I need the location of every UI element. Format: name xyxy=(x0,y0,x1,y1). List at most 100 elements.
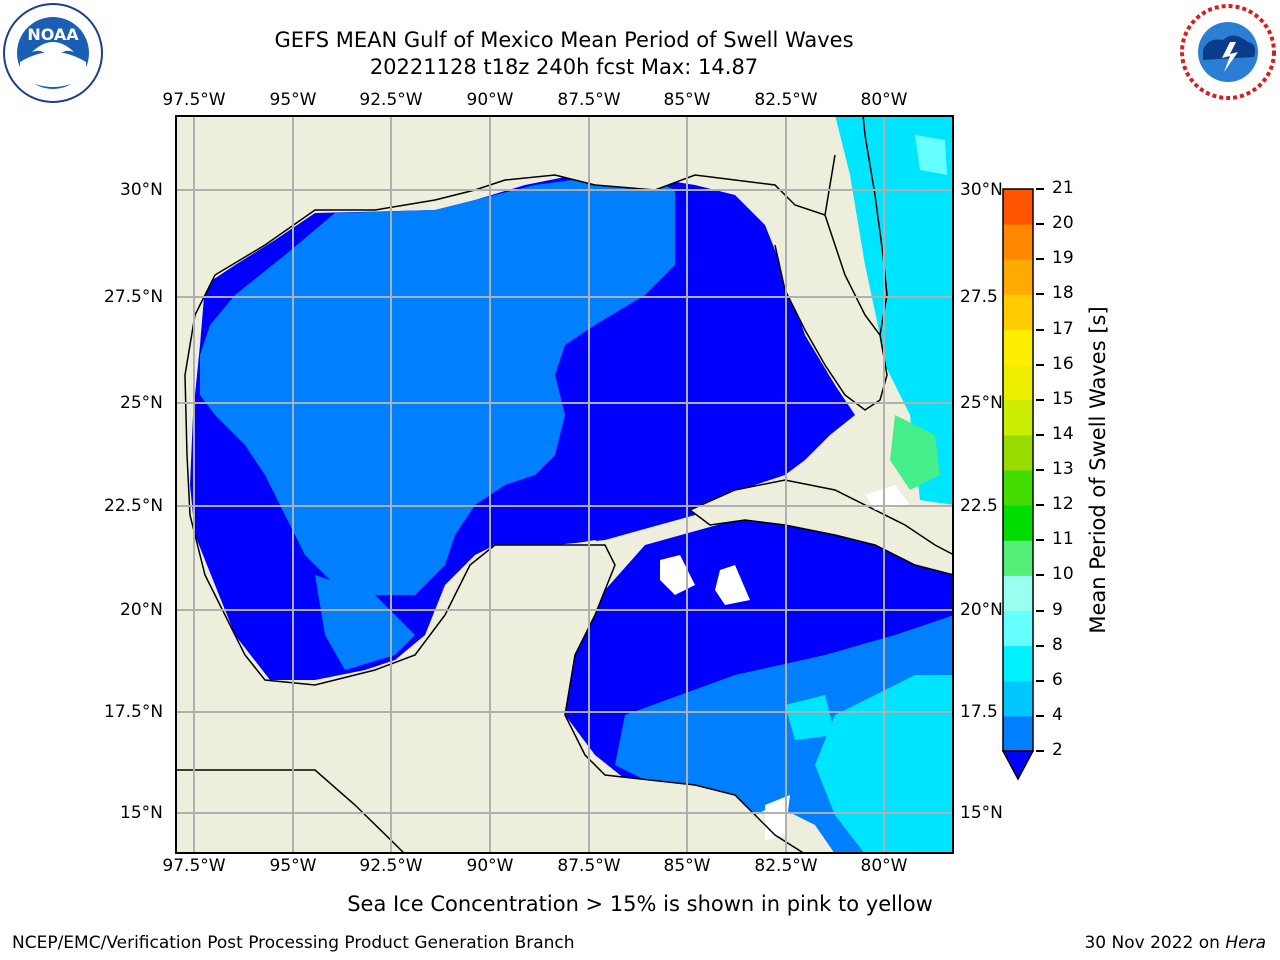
colorbar-tick-label: 18 xyxy=(1052,283,1074,304)
map-panel xyxy=(175,115,954,854)
colorbar-segment xyxy=(1003,575,1033,611)
colorbar-segment xyxy=(1003,399,1033,436)
colorbar-tick-mark xyxy=(1036,609,1044,612)
colorbar-tick-label: 9 xyxy=(1052,599,1063,620)
colorbar-tick-label: 17 xyxy=(1052,318,1074,339)
lon-label-top: 90°W xyxy=(466,90,514,110)
colorbar-tick-mark xyxy=(1036,398,1044,401)
colorbar-graphic xyxy=(1001,188,1035,781)
yucatan-peninsula xyxy=(465,540,615,675)
colorbar-tick-label: 16 xyxy=(1052,353,1074,374)
colorbar-tick-mark xyxy=(1036,433,1044,436)
colorbar-tick-mark xyxy=(1036,504,1044,507)
colorbar-tick-mark xyxy=(1036,750,1044,752)
colorbar-segment xyxy=(1003,680,1033,717)
nws-logo xyxy=(1178,2,1278,102)
colorbar-tick-mark xyxy=(1036,574,1044,577)
colorbar-segment xyxy=(1003,189,1033,225)
lat-label-right: 27.5 xyxy=(960,287,998,307)
lon-label-top: 82.5°W xyxy=(754,90,818,110)
lon-label-bottom: 97.5°W xyxy=(162,856,226,876)
colorbar-segment xyxy=(1003,224,1033,260)
lat-label-right: 30°N xyxy=(960,180,1003,200)
lon-label-top: 85°W xyxy=(663,90,711,110)
colorbar-extend-arrow xyxy=(1001,750,1035,781)
colorbar-tick-mark xyxy=(1036,679,1044,682)
cuba-island xyxy=(688,479,954,576)
lon-label-bottom: 90°W xyxy=(466,856,514,876)
footer-credit: NCEP/EMC/Verification Post Processing Pr… xyxy=(12,933,575,953)
colorbar xyxy=(1000,187,1036,783)
colorbar-tick-mark xyxy=(1036,188,1044,190)
lat-label-left: 27.5°N xyxy=(104,287,164,307)
lon-label-top: 97.5°W xyxy=(162,90,226,110)
lat-label-left: 15°N xyxy=(120,803,163,823)
colorbar-tick-label: 2 xyxy=(1052,740,1063,760)
colorbar-tick-mark xyxy=(1036,258,1044,261)
colorbar-segment xyxy=(1003,294,1033,330)
colorbar-tick-mark xyxy=(1036,469,1044,471)
lat-label-left: 20°N xyxy=(120,600,163,620)
lon-label-bottom: 92.5°W xyxy=(359,856,423,876)
florida-peninsula xyxy=(735,115,887,410)
colorbar-tick-mark xyxy=(1036,363,1044,366)
colorbar-segment xyxy=(1003,364,1033,401)
colorbar-tick-label: 10 xyxy=(1052,564,1074,585)
lon-label-bottom: 82.5°W xyxy=(754,856,818,876)
colorbar-outline xyxy=(1002,188,1034,752)
footer-date-text: 30 Nov 2022 on xyxy=(1084,933,1226,953)
colorbar-segment xyxy=(1003,329,1033,366)
colorbar-tick-label: 12 xyxy=(1052,494,1074,515)
colorbar-tick-mark xyxy=(1036,223,1044,226)
colorbar-tick-label: 19 xyxy=(1052,248,1074,269)
colorbar-label: Mean Period of Swell Waves [s] xyxy=(1086,306,1110,634)
colorbar-tick-mark xyxy=(1036,644,1044,647)
colorbar-tick-mark xyxy=(1036,539,1044,542)
colorbar-segment xyxy=(1003,470,1033,506)
colorbar-tick-label: 11 xyxy=(1052,529,1074,550)
colorbar-tick-label: 20 xyxy=(1052,213,1074,234)
noaa-logo-text: NOAA xyxy=(27,25,79,44)
colorbar-segment xyxy=(1003,715,1033,752)
lat-label-left: 25°N xyxy=(120,393,163,413)
colorbar-tick-label: 4 xyxy=(1052,704,1063,725)
lon-label-bottom: 95°W xyxy=(269,856,317,876)
lat-label-right: 25°N xyxy=(960,393,1003,413)
map-frame xyxy=(175,115,954,854)
colorbar-segment xyxy=(1003,505,1033,541)
colorbar-tick-label: 14 xyxy=(1052,423,1074,444)
colorbar-tick-label: 13 xyxy=(1052,459,1074,479)
lon-label-top: 87.5°W xyxy=(557,90,621,110)
map-title: GEFS MEAN Gulf of Mexico Mean Period of … xyxy=(274,28,854,52)
colorbar-segment xyxy=(1003,434,1033,471)
land-mainland xyxy=(175,115,835,854)
lat-label-left: 17.5°N xyxy=(104,702,164,722)
sea-ice-caption: Sea Ice Concentration > 15% is shown in … xyxy=(347,892,933,916)
map-subtitle: 20221128 t18z 240h fcst Max: 14.87 xyxy=(369,55,759,79)
map-canvas xyxy=(175,115,954,854)
colorbar-segment xyxy=(1003,540,1033,576)
footer-date: 30 Nov 2022 on Hera xyxy=(1084,933,1266,953)
gulf-swell-mid xyxy=(200,177,675,595)
lon-label-top: 95°W xyxy=(269,90,317,110)
colorbar-tick-label: 6 xyxy=(1052,669,1063,690)
lat-label-left: 30°N xyxy=(120,180,163,200)
lat-label-right: 22.5 xyxy=(960,496,998,516)
colorbar-tick-label: 8 xyxy=(1052,634,1063,655)
colorbar-tick-mark xyxy=(1036,328,1044,331)
lat-label-right: 20°N xyxy=(960,600,1003,620)
lat-label-right: 15°N xyxy=(960,803,1003,823)
lon-label-top: 80°W xyxy=(860,90,908,110)
lon-label-bottom: 87.5°W xyxy=(557,856,621,876)
lat-label-right: 17.5 xyxy=(960,702,998,722)
colorbar-segment xyxy=(1003,610,1033,647)
colorbar-tick-mark xyxy=(1036,714,1044,717)
lon-label-bottom: 80°W xyxy=(860,856,908,876)
colorbar-tick-label: 21 xyxy=(1052,178,1074,198)
colorbar-segment xyxy=(1003,645,1033,682)
atlantic-swell-area xyxy=(835,115,954,505)
noaa-logo: NOAA xyxy=(2,2,104,104)
colorbar-tick-mark xyxy=(1036,293,1044,296)
lon-label-bottom: 85°W xyxy=(663,856,711,876)
map-gridlines xyxy=(175,115,954,854)
